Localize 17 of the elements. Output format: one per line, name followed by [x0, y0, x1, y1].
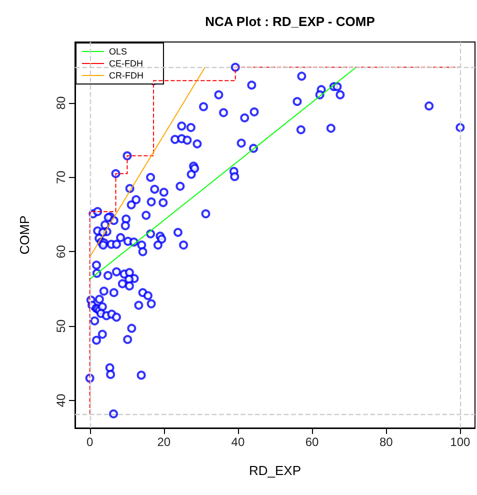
y-tick-label: 50: [54, 319, 68, 333]
legend-label: CE-FDH: [109, 58, 143, 68]
x-tick-label: 100: [450, 435, 471, 449]
y-axis-title: COMP: [17, 216, 32, 254]
x-tick-label: 0: [86, 435, 94, 449]
legend-label: OLS: [109, 46, 128, 56]
y-tick-label: 60: [54, 244, 68, 258]
y-tick-label: 40: [54, 393, 68, 408]
y-tick-label: 80: [54, 96, 68, 110]
x-tick-label: 60: [305, 435, 320, 449]
chart-title: NCA Plot : RD_EXP - COMP: [205, 14, 376, 29]
x-tick-label: 80: [379, 435, 394, 449]
x-tick-label: 40: [231, 435, 245, 449]
x-tick-label: 20: [157, 435, 171, 449]
x-axis-title: RD_EXP: [248, 463, 302, 478]
y-tick-label: 70: [54, 170, 68, 184]
legend-label: CR-FDH: [109, 70, 144, 80]
